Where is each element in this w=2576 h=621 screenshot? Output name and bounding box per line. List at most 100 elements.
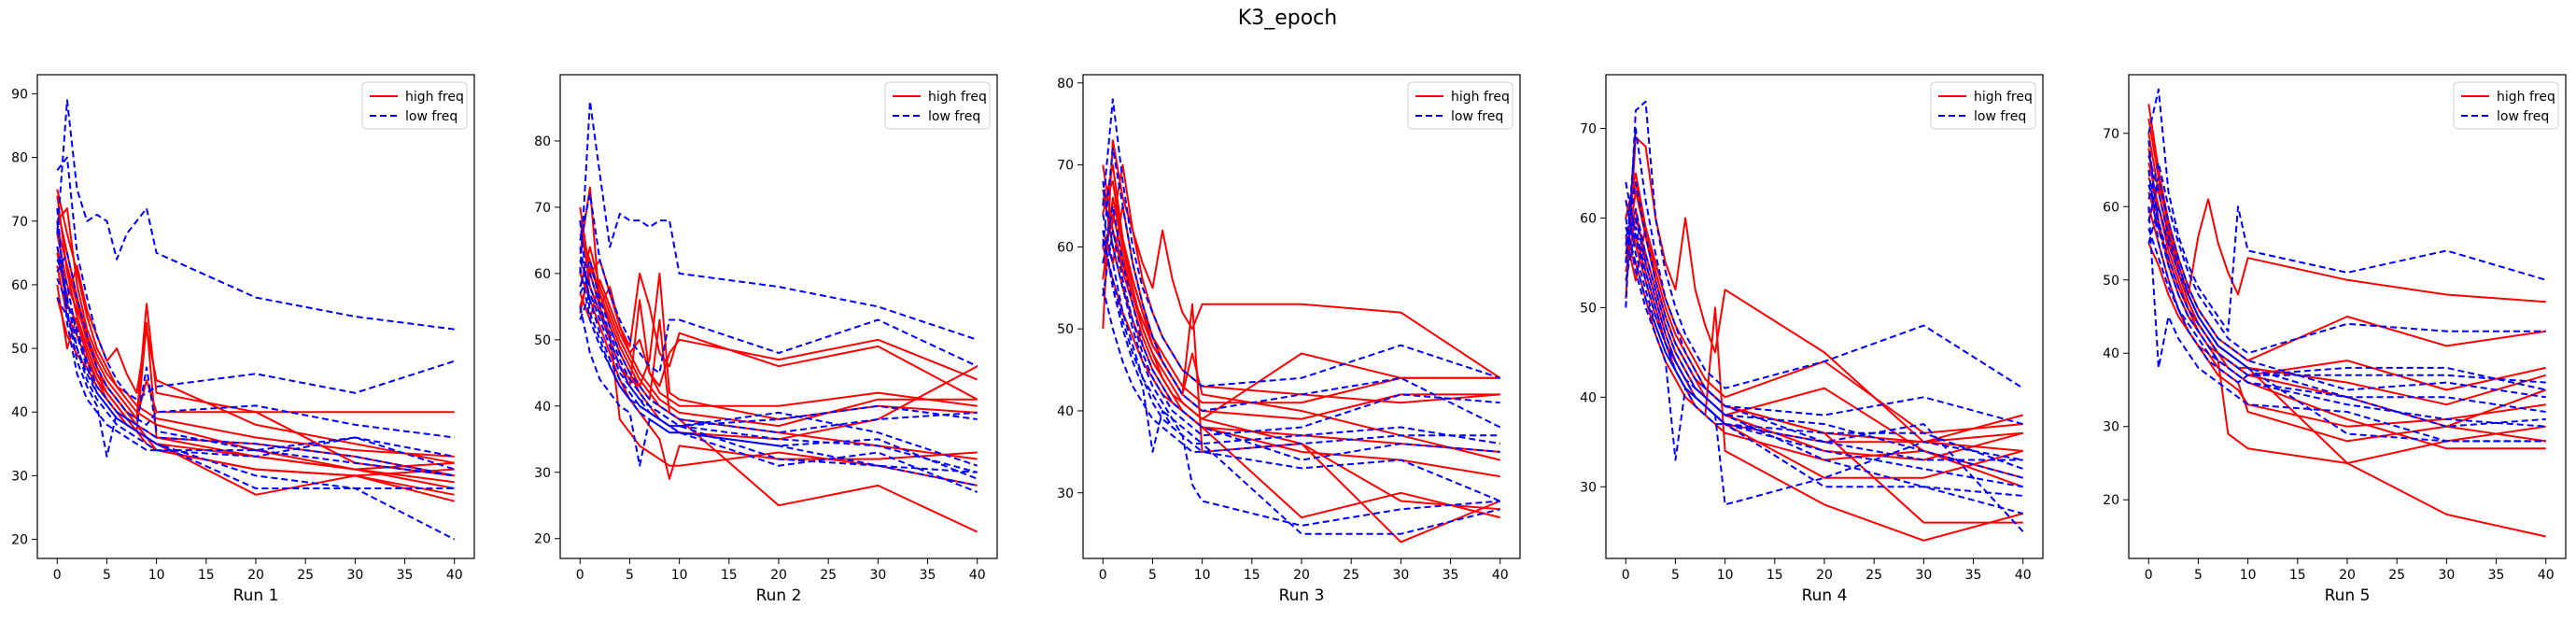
legend-box xyxy=(2453,81,2559,130)
high-freq-line-2 xyxy=(579,259,978,401)
x-tick-label: 10 xyxy=(671,568,688,583)
high-freq-line-7 xyxy=(579,279,978,428)
x-tick-label: 30 xyxy=(2438,568,2455,583)
x-axis-label: Run 5 xyxy=(2325,586,2371,605)
low-freq-line-19 xyxy=(579,292,978,473)
x-tick-label: 15 xyxy=(1767,568,1783,583)
y-tick-label: 50 xyxy=(1580,301,1597,316)
x-tick-label: 10 xyxy=(1194,568,1211,583)
high-freq-line-3 xyxy=(1102,163,1500,404)
low-freq-line-14 xyxy=(1625,200,2023,488)
high-freq-legend-label: high freq xyxy=(1974,90,2033,105)
y-tick-label: 70 xyxy=(11,215,28,230)
x-tick-label: 25 xyxy=(1865,568,1882,583)
low-freq-line-14 xyxy=(56,251,455,439)
x-tick-label: 40 xyxy=(446,568,463,583)
high-freq-line-3 xyxy=(579,219,978,420)
y-tick-label: 30 xyxy=(2103,420,2119,435)
low-freq-legend-label: low freq xyxy=(1974,109,2026,124)
legend: high freq low freq xyxy=(884,81,991,130)
low-freq-line-13 xyxy=(56,156,456,401)
x-axis-label: Run 1 xyxy=(233,586,279,605)
low-freq-line-18 xyxy=(579,219,978,487)
x-tick-label: 40 xyxy=(2015,568,2032,583)
high-freq-line-10 xyxy=(1102,247,1500,453)
figure-title: K3_epoch xyxy=(1238,7,1337,30)
low-freq-line-13 xyxy=(1625,217,2023,506)
low-freq-legend-label: low freq xyxy=(1451,109,1503,124)
high-freq-line-9 xyxy=(2147,183,2546,362)
low-freq-line-11 xyxy=(2147,88,2546,332)
high-freq-line-4 xyxy=(2147,133,2546,450)
high-freq-line-9 xyxy=(1102,163,1500,420)
x-tick-label: 0 xyxy=(53,568,62,583)
y-tick-label: 30 xyxy=(534,466,551,481)
y-tick-label: 20 xyxy=(534,532,551,547)
x-tick-label: 5 xyxy=(1148,568,1157,583)
low-freq-line-17 xyxy=(579,272,978,473)
y-tick-label: 90 xyxy=(11,87,28,102)
x-tick-label: 40 xyxy=(969,568,986,583)
high-freq-line-9 xyxy=(56,195,455,502)
y-tick-label: 50 xyxy=(11,342,28,357)
x-tick-label: 30 xyxy=(869,568,886,583)
y-tick-label: 80 xyxy=(11,151,28,166)
x-tick-label: 20 xyxy=(2339,568,2356,583)
series-group xyxy=(1625,100,2024,542)
x-axis-label: Run 2 xyxy=(756,586,802,605)
subplot-run-3: 0 5 10 15 20 25 30 35 40 30 40 50 60 70 80 Run 3 high fr… xyxy=(1057,74,1521,605)
low-freq-legend-label: low freq xyxy=(2497,109,2549,124)
low-freq-line-14 xyxy=(2147,155,2546,428)
low-freq-line-18 xyxy=(2147,140,2546,428)
high-freq-line-5 xyxy=(2147,243,2547,443)
y-tick-label: 50 xyxy=(534,333,551,348)
y-tick-label: 70 xyxy=(534,201,551,216)
y-tick-label: 60 xyxy=(2103,200,2119,215)
high-freq-line-10 xyxy=(56,297,455,471)
y-tick-label: 60 xyxy=(534,267,551,282)
high-freq-line-10 xyxy=(2147,176,2546,391)
axes-frame xyxy=(559,74,998,559)
x-tick-label: 20 xyxy=(1293,568,1310,583)
low-freq-line-13 xyxy=(2147,206,2546,443)
x-tick-label: 20 xyxy=(1816,568,1833,583)
x-tick-label: 25 xyxy=(2388,568,2405,583)
low-freq-legend-label: low freq xyxy=(928,109,980,124)
y-tick-label: 60 xyxy=(1057,240,1074,255)
x-tick-label: 25 xyxy=(1343,568,1359,583)
low-freq-legend-label: low freq xyxy=(405,109,457,124)
subplot-run-2: 0 5 10 15 20 25 30 35 40 20 30 40 50 60 70 80 Run 2 high … xyxy=(534,74,998,605)
x-tick-label: 5 xyxy=(2194,568,2203,583)
axes-frame xyxy=(1082,74,1521,559)
low-freq-line-16 xyxy=(2147,184,2546,384)
low-freq-line-15 xyxy=(1102,288,1501,502)
low-freq-line-12 xyxy=(2147,169,2546,391)
high-freq-line-1 xyxy=(579,186,978,388)
low-freq-line-14 xyxy=(1102,230,1500,453)
high-freq-line-4 xyxy=(1102,164,1500,461)
x-tick-label: 25 xyxy=(297,568,314,583)
y-tick-label: 60 xyxy=(11,278,28,293)
high-freq-line-8 xyxy=(1102,213,1501,543)
x-tick-label: 0 xyxy=(1099,568,1107,583)
y-tick-label: 80 xyxy=(534,134,551,149)
high-freq-line-11 xyxy=(56,227,455,477)
x-tick-label: 5 xyxy=(626,568,634,583)
x-axis-label: Run 3 xyxy=(1279,586,1325,605)
low-freq-line-20 xyxy=(1625,226,2023,461)
y-tick-label: 30 xyxy=(11,469,28,484)
low-freq-line-12 xyxy=(56,99,455,331)
subplot-run-5: 0 5 10 15 20 25 30 35 40 20 30 40 50 60 70 Run 5 high fr… xyxy=(2103,74,2567,605)
y-tick-label: 50 xyxy=(2103,274,2119,289)
low-freq-line-16 xyxy=(1102,180,1500,527)
x-tick-label: 10 xyxy=(148,568,165,583)
subplot-run-4: 0 5 10 15 20 25 30 35 40 30 40 50 60 70 Run 4 high freq… xyxy=(1580,74,2044,605)
y-tick-label: 40 xyxy=(1057,404,1074,419)
x-tick-label: 10 xyxy=(2240,568,2257,583)
x-tick-label: 35 xyxy=(2488,568,2505,583)
high-freq-line-10 xyxy=(579,265,978,460)
low-freq-line-20 xyxy=(1102,238,1500,445)
y-tick-label: 40 xyxy=(2103,346,2119,361)
